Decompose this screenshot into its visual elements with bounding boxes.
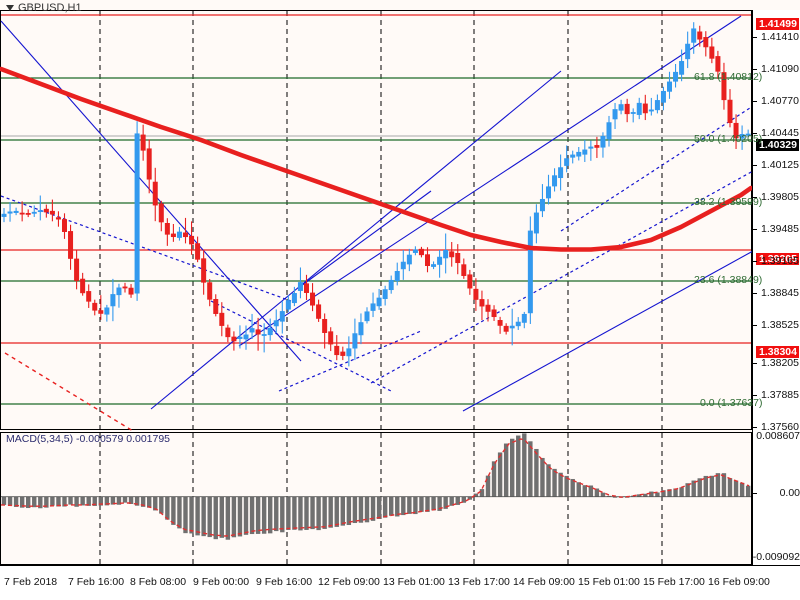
time-axis-label: 9 Feb 00:00	[193, 576, 250, 588]
price-scale-tick	[753, 133, 757, 134]
time-axis-label: 15 Feb 01:00	[578, 576, 640, 588]
price-scale-tick	[753, 229, 757, 230]
price-scale-label: 1.39205	[756, 253, 799, 265]
price-scale[interactable]: 1.41499 1.41410 1.41090 1.40770 1.40445 1.403…	[752, 10, 800, 565]
price-scale-tick	[753, 101, 757, 102]
price-scale-tick	[753, 197, 757, 198]
macd-indicator-pane[interactable]	[0, 432, 752, 565]
chart-symbol-header[interactable]: GBPUSD,H1	[6, 2, 82, 14]
price-scale-tick	[753, 363, 757, 364]
price-scale-label: 1.37560	[761, 421, 799, 433]
time-axis-label: 8 Feb 08:00	[130, 576, 187, 588]
price-scale-label: 1.38525	[761, 319, 799, 331]
time-axis-label: 13 Feb 01:00	[383, 576, 445, 588]
macd-scale-label: 0.00	[779, 487, 800, 499]
time-axis-label: 7 Feb 2018	[4, 576, 58, 588]
macd-chart-canvas	[0, 433, 751, 564]
price-scale-label: 1.40445	[761, 127, 799, 139]
price-scale-label: 1.38205	[761, 357, 799, 369]
price-scale-label: 1.41410	[761, 31, 799, 43]
time-axis[interactable]: 7 Feb 2018 7 Feb 16:00 8 Feb 08:00 9 Feb 00…	[0, 565, 800, 600]
time-axis-label: 7 Feb 16:00	[68, 576, 125, 588]
triangle-down-icon[interactable]	[6, 5, 14, 12]
price-scale-tick	[753, 261, 757, 262]
macd-scale-label: 0.008607	[756, 430, 800, 442]
price-scale-label: 1.38845	[761, 287, 799, 299]
fib-level-label: 23.6 (1.38849)	[694, 274, 763, 286]
price-scale-tick	[753, 37, 757, 38]
time-axis-label: 16 Feb 09:00	[708, 576, 770, 588]
price-scale-label: 1.39485	[761, 223, 799, 235]
time-axis-label: 14 Feb 09:00	[513, 576, 575, 588]
price-scale-tick	[753, 165, 757, 166]
macd-indicator-label: MACD(5,34,5) -0.000579 0.001795	[6, 433, 171, 445]
fib-level-label: 50.0 (1.40205)	[694, 133, 763, 145]
price-scale-label: 1.37885	[761, 389, 799, 401]
fib-level-label: 61.8 (1.40812)	[694, 71, 763, 83]
price-scale-tick	[753, 293, 757, 294]
price-scale-tick	[753, 427, 757, 428]
time-axis-label: 13 Feb 17:00	[448, 576, 510, 588]
price-scale-tick	[753, 325, 757, 326]
price-scale-label: 1.41499	[756, 18, 799, 30]
price-chart-canvas	[0, 11, 754, 432]
fib-level-label: 0.0 (1.37637)	[700, 397, 763, 409]
price-chart-pane[interactable]	[0, 10, 754, 432]
price-scale-label: 1.38304	[756, 346, 799, 358]
macd-scale-tick	[753, 493, 757, 494]
price-scale-label: 1.40125	[761, 159, 799, 171]
price-scale-label: 1.40329	[756, 139, 799, 151]
time-axis-label: 15 Feb 17:00	[643, 576, 705, 588]
price-scale-label: 1.39805	[761, 191, 799, 203]
macd-scale-label: -0.009092	[752, 551, 800, 563]
price-scale-label: 1.40770	[761, 95, 799, 107]
chart-symbol-label: GBPUSD,H1	[18, 2, 82, 14]
price-scale-label: 1.41090	[761, 63, 799, 75]
fib-level-label: 38.2 (1.39599)	[694, 196, 763, 208]
time-axis-label: 9 Feb 16:00	[256, 576, 313, 588]
price-scale-tick	[753, 395, 757, 396]
price-scale-tick	[753, 69, 757, 70]
price-scale-label: 1.39165	[761, 255, 799, 267]
time-axis-label: 12 Feb 09:00	[318, 576, 380, 588]
